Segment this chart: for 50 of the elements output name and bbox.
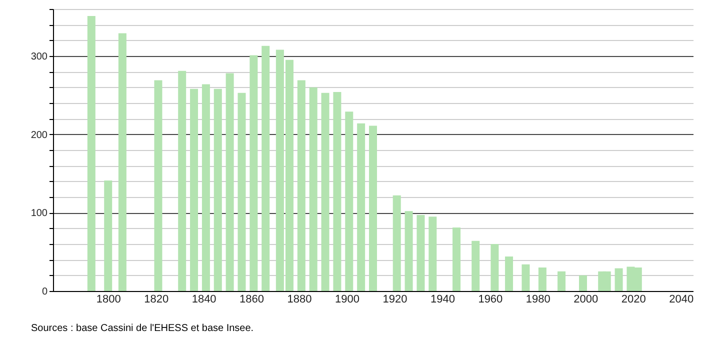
bar [202,84,210,291]
bar [452,228,461,291]
x-tick-label: 2040 [669,294,694,306]
bar [238,92,246,291]
bar [178,70,186,291]
x-tick-label: 1840 [192,294,216,306]
bar [297,80,306,291]
bar [416,215,425,291]
y-tick-label: 200 [30,130,48,141]
bar [404,211,413,291]
x-tick-label: 1900 [335,294,360,306]
bar [250,55,258,291]
x-tick-label: 2020 [621,294,646,306]
bar [118,33,126,291]
bar [538,268,546,291]
bar [154,80,162,291]
bar [214,88,222,291]
x-tick-label: 1800 [96,294,121,306]
bar [87,16,96,291]
x-tick-label: 1980 [526,294,550,306]
bar [190,88,198,291]
bar [428,216,437,291]
y-tick-label: 300 [30,52,48,62]
x-tick-label: 1860 [240,294,264,306]
bar [558,271,566,291]
bar [505,256,514,291]
bar [262,46,270,291]
bar [345,112,354,291]
bar [472,240,480,291]
bar [369,126,377,291]
x-tick-label: 1920 [382,294,408,306]
y-tick-label: 100 [30,208,48,220]
bar [321,92,330,291]
bar [357,123,366,291]
bar [226,73,234,291]
bar [579,275,587,291]
bar [490,244,499,291]
bar [309,87,318,291]
x-tick-label: 1820 [144,294,169,306]
bar [333,92,342,291]
x-tick-label: 1960 [478,294,503,306]
source-note: Sources : base Cassini de l'EHESS et base Insee. [31,323,254,334]
bar [104,180,112,291]
bar [614,268,623,291]
x-tick-label: 1940 [430,294,455,306]
y-tick-label: 0 [42,286,48,298]
bar [522,264,530,291]
x-tick-label: 1880 [287,294,312,306]
x-tick-label: 2000 [574,294,598,306]
bar [392,195,401,291]
